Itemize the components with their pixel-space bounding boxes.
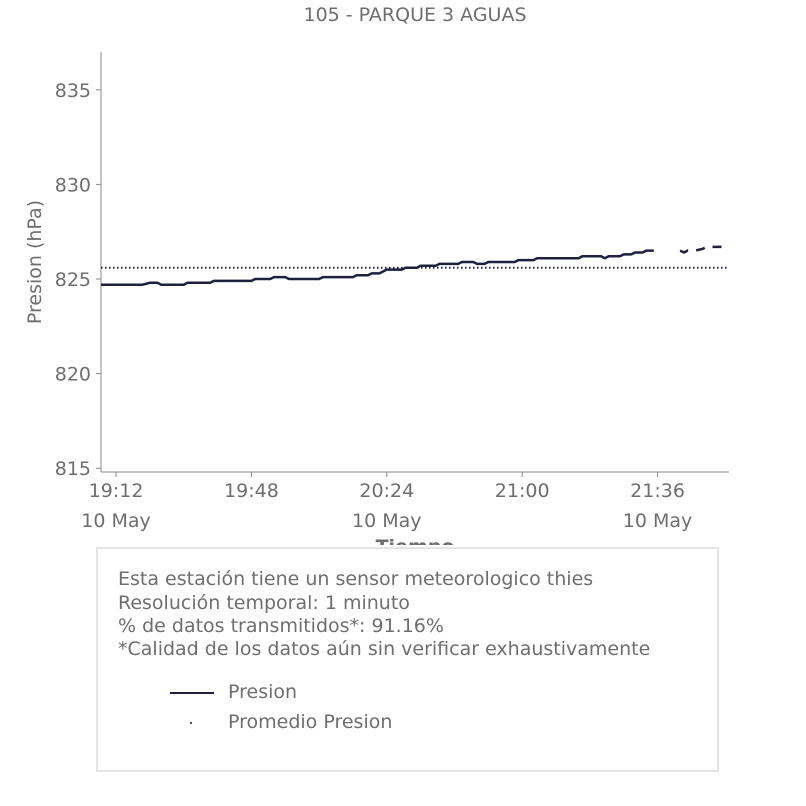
- x-tick-date-label: 10 May: [623, 510, 693, 532]
- series-line-dashed: [679, 245, 729, 254]
- y-axis-label: Presion (hPa): [24, 200, 46, 324]
- chart-title: 105 - PARQUE 3 AGUAS: [303, 4, 526, 26]
- info-transmitted-text: % de datos transmitidos*: 91.16%: [118, 615, 444, 637]
- series-group: [101, 245, 729, 286]
- x-axis-label: Tiempo: [376, 536, 455, 545]
- y-tick-label: 825: [55, 269, 91, 291]
- info-box: Esta estación tiene un sensor meteorolog…: [96, 547, 719, 772]
- y-tick-label: 830: [55, 174, 91, 196]
- y-ticks: 815 820 825 830 835: [55, 80, 101, 480]
- y-tick-label: 820: [55, 364, 91, 386]
- x-tick-label: 21:00: [495, 480, 550, 502]
- legend-dot-marker: [190, 722, 192, 724]
- x-tick-label: 20:24: [359, 480, 414, 502]
- x-tick-date-label: 10 May: [81, 510, 151, 532]
- pressure-chart: 105 - PARQUE 3 AGUAS Presion (hPa) Tiemp…: [24, 4, 729, 545]
- legend-label-promedio: Promedio Presion: [228, 711, 393, 733]
- x-tick-date-label: 10 May: [352, 510, 422, 532]
- y-tick-label: 815: [55, 458, 91, 480]
- legend-label-presion: Presion: [228, 681, 298, 703]
- info-sensor-text: Esta estación tiene un sensor meteorolog…: [118, 568, 594, 590]
- info-resolution-text: Resolución temporal: 1 minuto: [118, 592, 410, 614]
- y-tick-label: 835: [55, 80, 91, 102]
- x-tick-label: 21:36: [630, 480, 685, 502]
- x-ticks: 19:12 10 May 19:48 20:24 10 May 21:00 21:36 10 …: [81, 472, 692, 532]
- info-quality-text: *Calidad de los datos aún sin verificar …: [118, 638, 651, 660]
- x-tick-label: 19:48: [224, 480, 279, 502]
- x-tick-label: 19:12: [89, 480, 144, 502]
- series-line-solid: [101, 249, 654, 286]
- legend-line-marker: [170, 692, 214, 694]
